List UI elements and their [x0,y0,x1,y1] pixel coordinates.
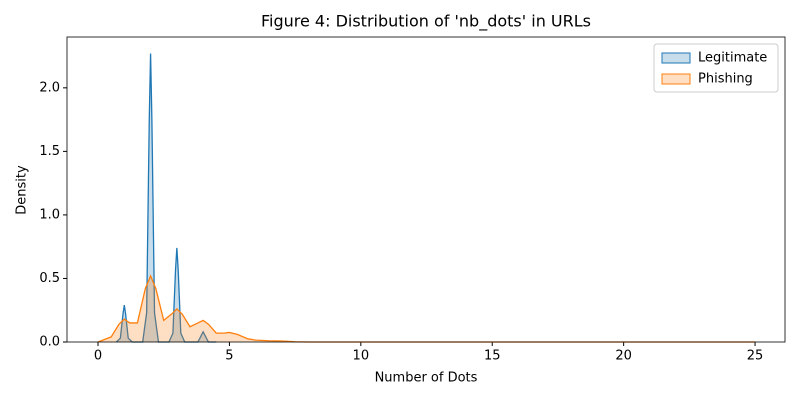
legend-label: Legitimate [698,51,767,66]
y-tick-label: 0.0 [39,335,60,350]
density-line [97,274,756,343]
x-tick-label: 10 [353,349,370,364]
legend-swatch [661,73,691,85]
y-tick-label: 1.5 [39,144,60,159]
x-tick-label: 0 [94,349,102,364]
y-tick-label: 1.0 [39,207,60,222]
density-line [115,53,217,343]
plot-frame [66,36,786,343]
chart-title: Figure 4: Distribution of 'nb_dots' in U… [261,12,591,32]
density-area [98,275,756,342]
density-area [116,53,217,342]
y-axis-label: Density [15,165,30,215]
legend-box [653,43,779,93]
x-tick-label: 20 [615,349,632,364]
y-tick-label: 2.0 [39,80,60,95]
x-axis-label: Number of Dots [375,371,478,386]
x-tick-label: 15 [484,349,501,364]
x-tick-label: 5 [225,349,233,364]
legend-swatch [661,52,691,64]
y-tick-label: 0.5 [39,271,60,286]
x-tick-label: 25 [747,349,764,364]
legend-label: Phishing [698,72,753,87]
